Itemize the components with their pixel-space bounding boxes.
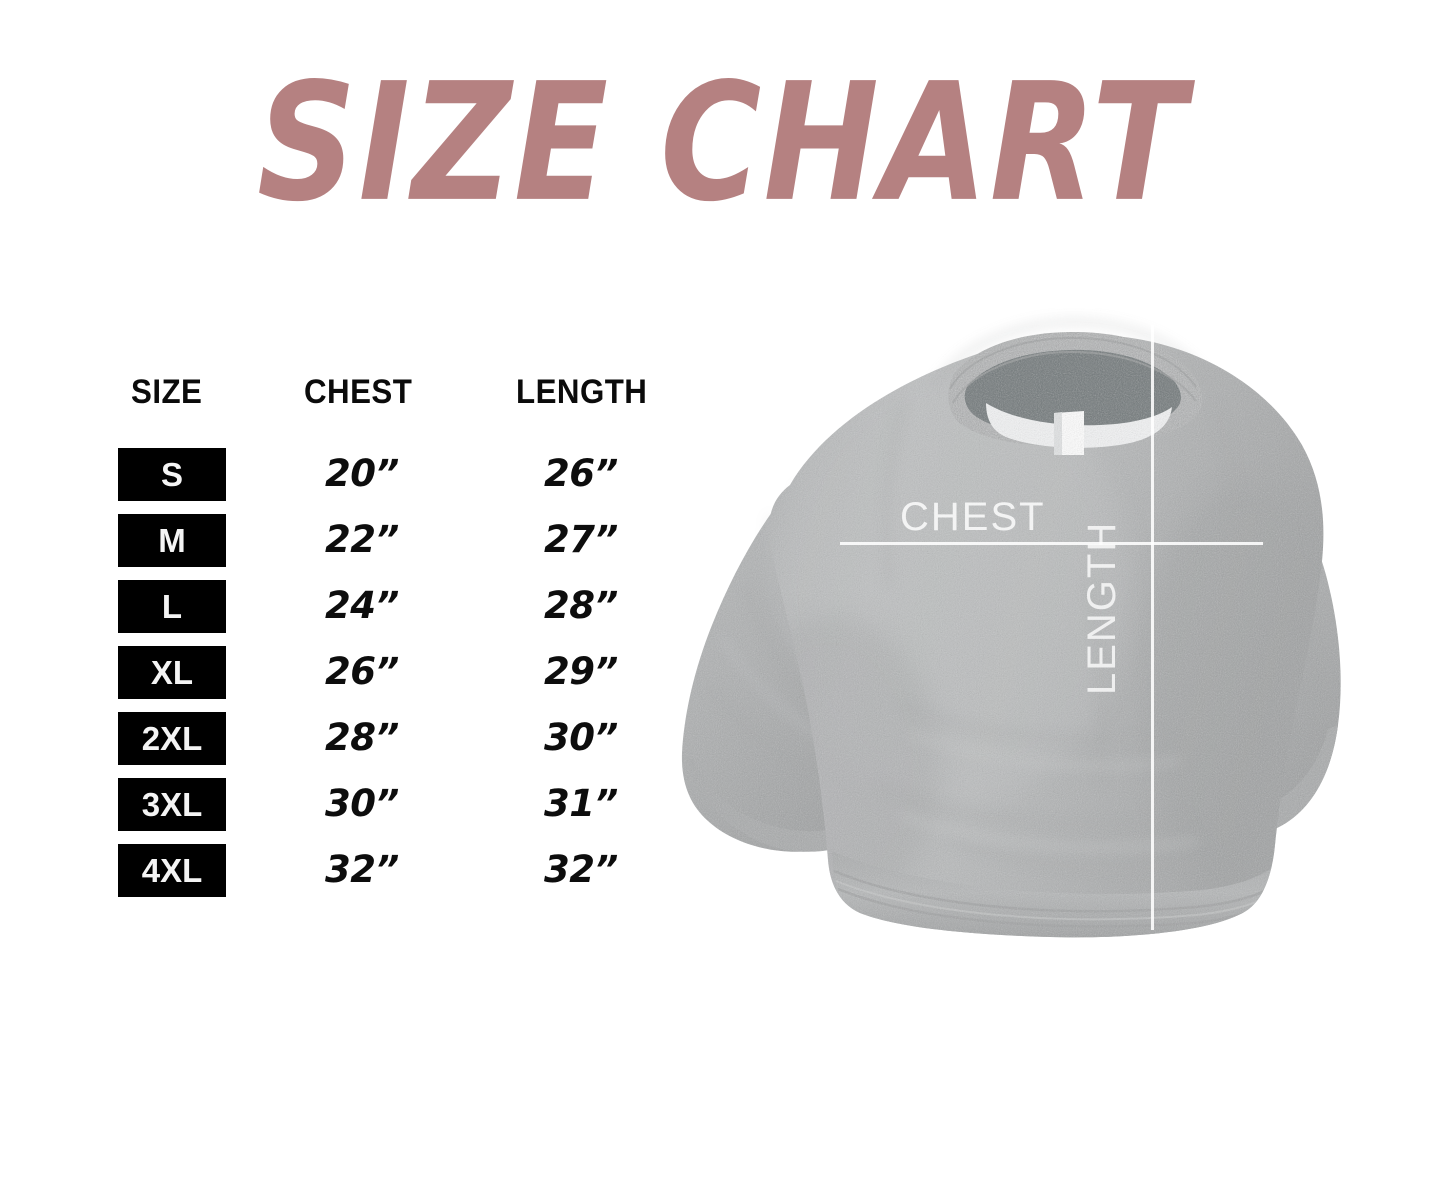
length-value: 32” bbox=[544, 848, 618, 891]
size-table: SIZE CHEST LENGTH S 20” 26” M 22” 27” bbox=[112, 375, 712, 910]
size-badge: 3XL bbox=[118, 778, 226, 831]
chest-value: 28” bbox=[325, 716, 399, 759]
length-value: 29” bbox=[544, 650, 618, 693]
garment-photo: CHEST LENGTH bbox=[650, 285, 1350, 965]
size-badge: XL bbox=[118, 646, 226, 699]
table-row: M 22” 27” bbox=[112, 514, 712, 580]
size-badge: S bbox=[118, 448, 226, 501]
sweatshirt-body bbox=[768, 320, 1324, 938]
size-label: 3XL bbox=[141, 786, 203, 823]
size-label: L bbox=[161, 588, 183, 625]
size-label: 4XL bbox=[141, 852, 203, 889]
table-row: 4XL 32” 32” bbox=[112, 844, 712, 910]
length-value: 30” bbox=[544, 716, 618, 759]
size-badge: 4XL bbox=[118, 844, 226, 897]
length-value: 27” bbox=[544, 518, 618, 561]
table-row: L 24” 28” bbox=[112, 580, 712, 646]
size-badge: 2XL bbox=[118, 712, 226, 765]
page-title: SIZE CHART bbox=[257, 47, 1188, 238]
length-value: 26” bbox=[544, 452, 618, 495]
size-label: M bbox=[158, 522, 186, 559]
table-row: S 20” 26” bbox=[112, 448, 712, 514]
length-value: 28” bbox=[544, 584, 618, 627]
chest-value: 22” bbox=[325, 518, 399, 561]
chest-value: 32” bbox=[325, 848, 399, 891]
table-body: S 20” 26” M 22” 27” L 24” 28” bbox=[112, 448, 712, 910]
length-value: 31” bbox=[544, 782, 618, 825]
table-row: 3XL 30” 31” bbox=[112, 778, 712, 844]
chest-value: 26” bbox=[325, 650, 399, 693]
column-header-size: SIZE bbox=[131, 373, 203, 411]
size-label: XL bbox=[150, 654, 194, 691]
column-header-chest: CHEST bbox=[304, 373, 413, 411]
size-label: S bbox=[160, 456, 183, 493]
table-row: 2XL 28” 30” bbox=[112, 712, 712, 778]
table-header-row: SIZE CHEST LENGTH bbox=[112, 375, 712, 419]
column-header-length: LENGTH bbox=[516, 373, 648, 411]
table-row: XL 26” 29” bbox=[112, 646, 712, 712]
chest-value: 24” bbox=[325, 584, 399, 627]
sweatshirt-illustration bbox=[681, 320, 1341, 938]
chest-value: 20” bbox=[325, 452, 399, 495]
size-badge: M bbox=[118, 514, 226, 567]
collar bbox=[932, 320, 1214, 455]
size-badge: L bbox=[118, 580, 226, 633]
chest-value: 30” bbox=[325, 782, 399, 825]
size-label: 2XL bbox=[141, 720, 203, 757]
